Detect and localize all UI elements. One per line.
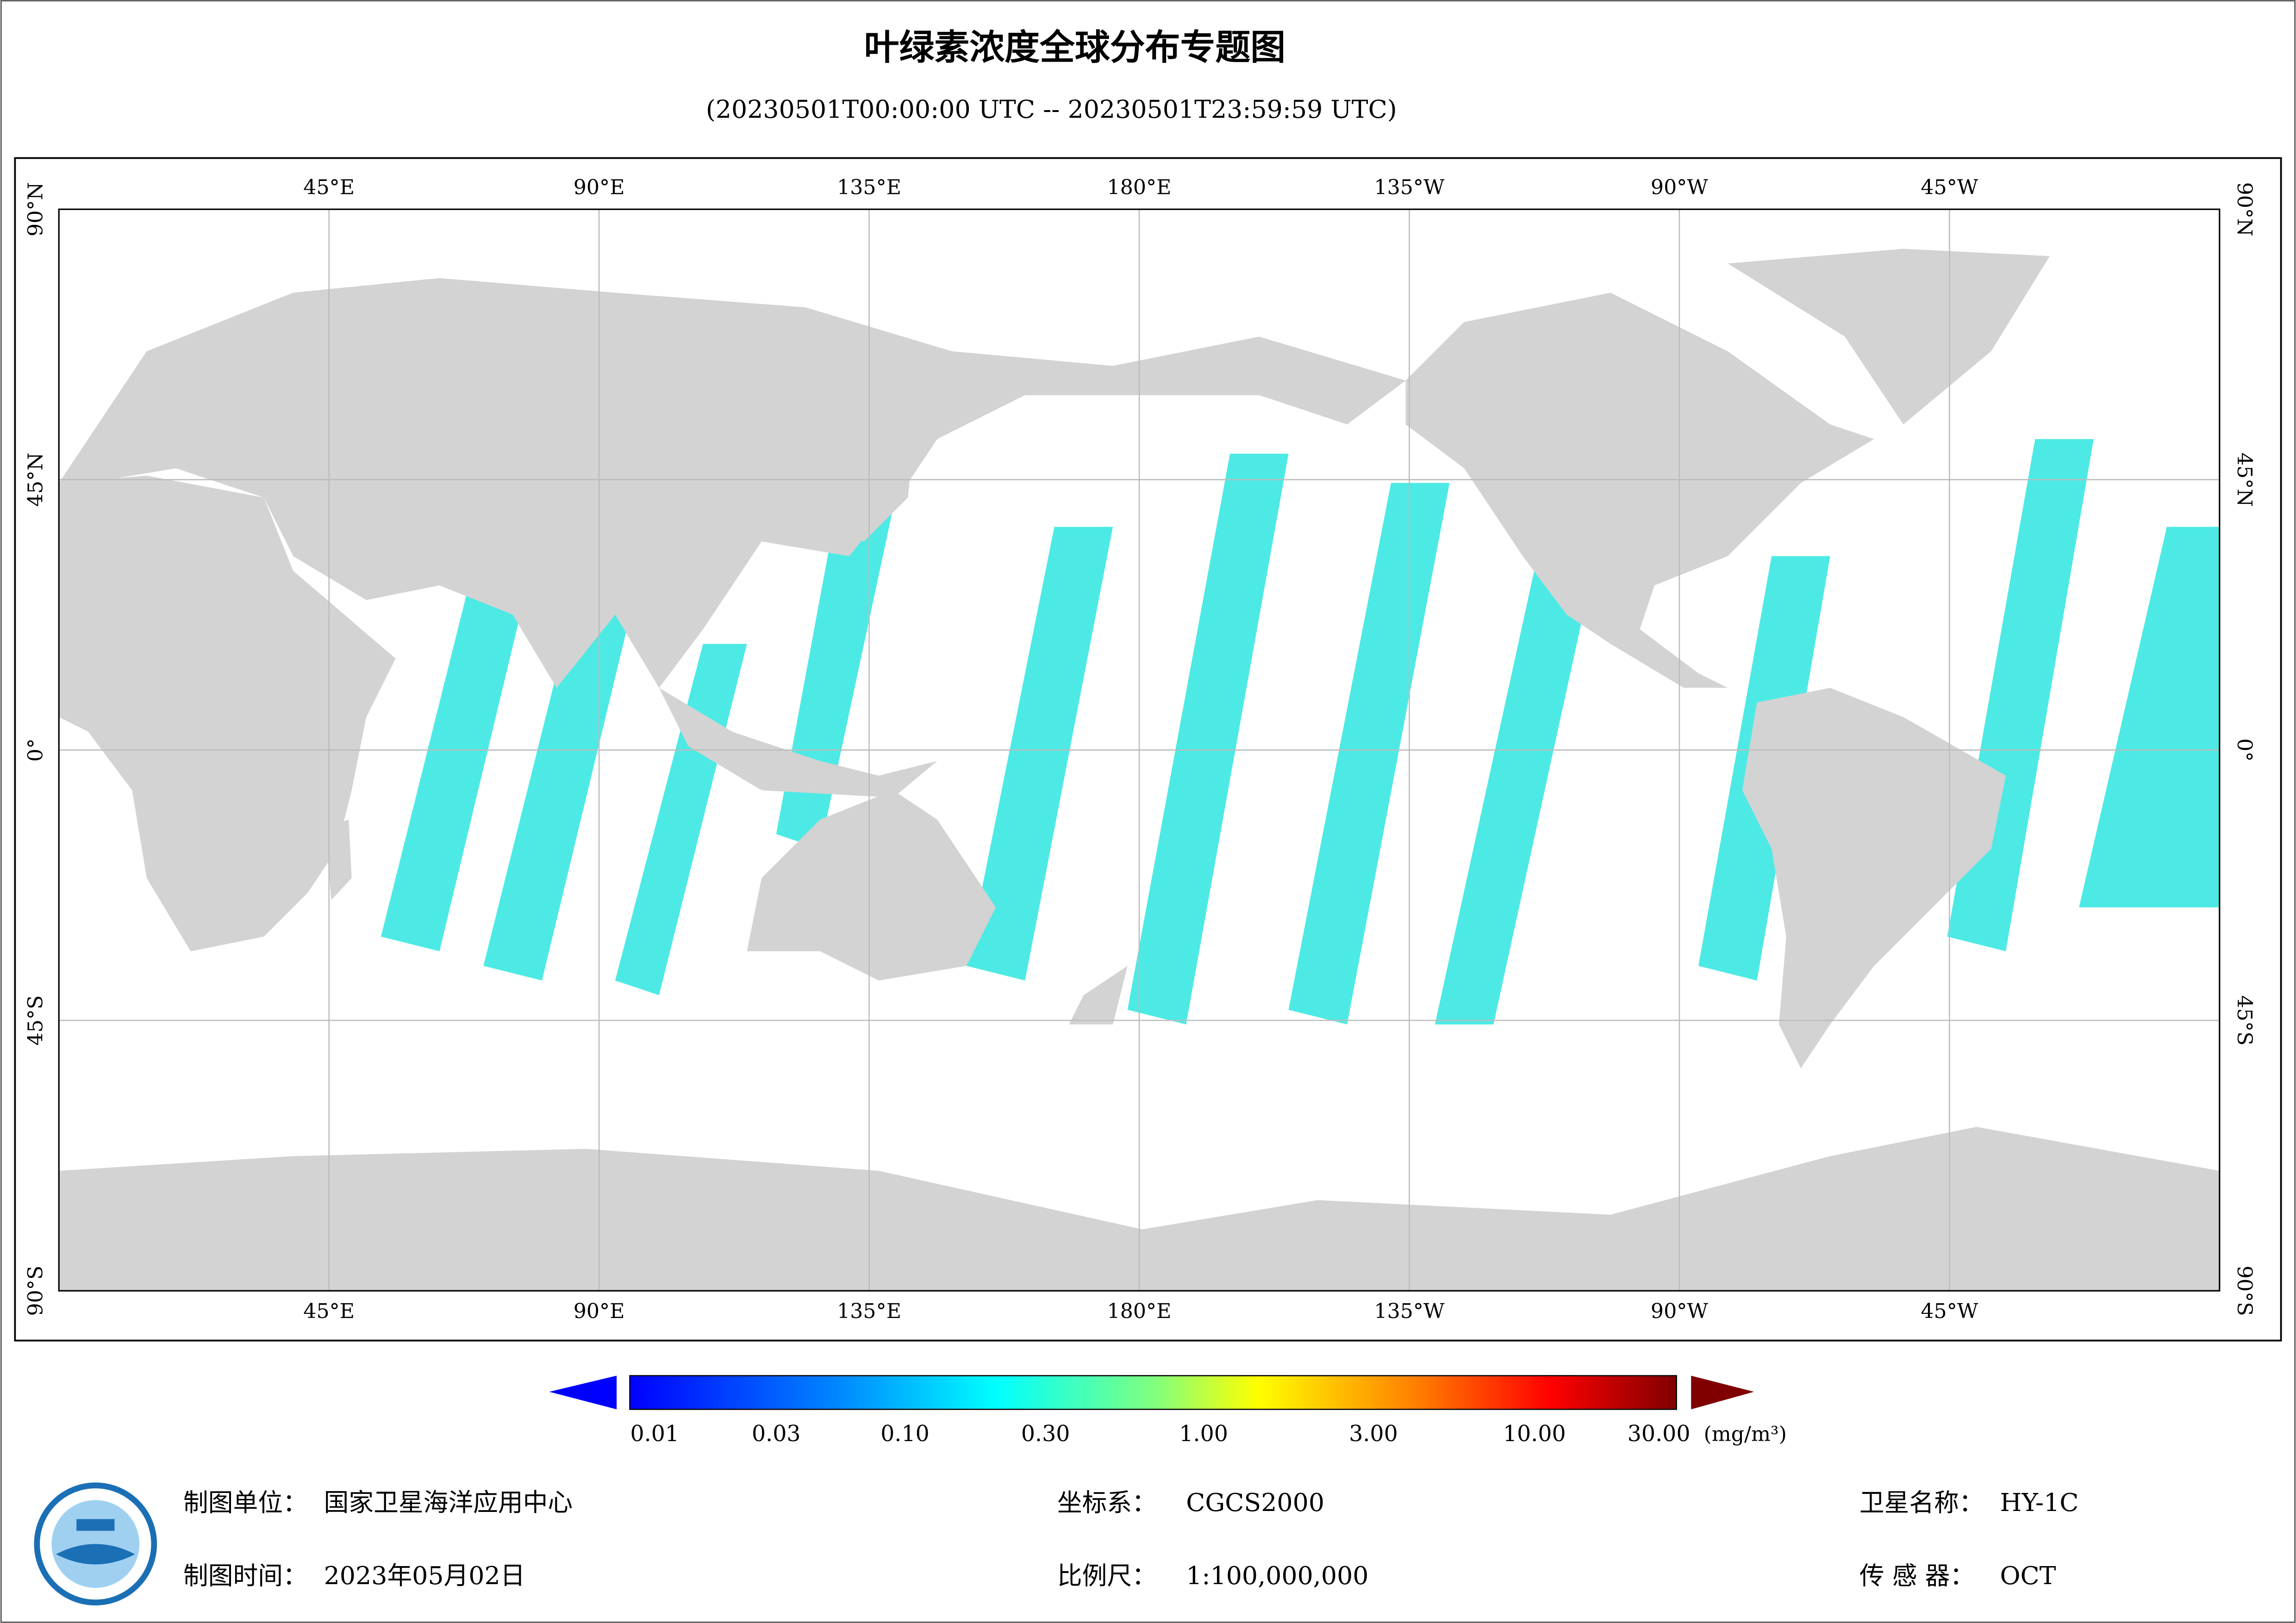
footer-label: 传 感 器： [1859, 1561, 1975, 1591]
colorbar-tick-label: 10.00 [1503, 1421, 1566, 1447]
lon-label-top: 45°E [303, 175, 355, 199]
footer-value: 1:100,000,000 [1186, 1561, 1368, 1590]
lon-label-bottom: 135°E [837, 1300, 901, 1323]
footer-value: 国家卫星海洋应用中心 [324, 1488, 573, 1517]
footer-value: OCT [2000, 1561, 2056, 1590]
footer-label: 卫星名称： [1859, 1488, 1984, 1517]
title: 叶绿素浓度全球分布专题图 [864, 27, 1286, 68]
lon-label-top: 45°W [1921, 175, 1978, 199]
lat-label-left: 45°S [24, 995, 47, 1046]
footer-value: CGCS2000 [1186, 1488, 1324, 1517]
footer-label: 坐标系： [1057, 1488, 1157, 1517]
colorbar-tick-label: 0.03 [752, 1421, 801, 1447]
footer-label: 制图时间： [183, 1561, 308, 1591]
lon-label-top: 90°W [1651, 175, 1708, 199]
colorbar-tick-label: 0.30 [1021, 1421, 1070, 1447]
lon-label-bottom: 135°W [1374, 1300, 1445, 1323]
map-labels: 45°E 45°E 90°E 90°E 135°E 135°E 180°E 180°E 135°… [24, 175, 2256, 1323]
footer-value: 2023年05月02日 [324, 1561, 525, 1590]
lon-label-bottom: 45°W [1921, 1300, 1978, 1323]
lat-label-left: 90°N [24, 182, 47, 236]
lat-label-left: 0° [24, 739, 47, 762]
map-frame [14, 157, 2282, 1342]
colorbar-high-arrow [1691, 1375, 1754, 1410]
colorbar [629, 1375, 1677, 1410]
lon-label-bottom: 45°E [303, 1300, 355, 1323]
map-area [59, 209, 2220, 1291]
colorbar-tick-label: 0.10 [880, 1421, 930, 1447]
colorbar-ticks: 0.01 0.03 0.10 0.30 1.00 3.00 10.00 30.00 [630, 1421, 1691, 1447]
colorbar-low-arrow [549, 1375, 617, 1410]
lat-label-right: 45°N [2233, 453, 2256, 507]
lon-label-top: 90°E [574, 175, 625, 199]
colorbar-tick-label: 3.00 [1349, 1421, 1398, 1447]
colorbar-unit: (mg/m³) [1703, 1423, 1786, 1446]
lon-label-top: 135°W [1374, 175, 1445, 199]
graticule [59, 209, 2220, 1291]
lat-label-left: 90°S [24, 1266, 47, 1316]
lat-label-right: 45°S [2233, 995, 2256, 1046]
lon-label-top: 135°E [837, 175, 901, 199]
logo [34, 1482, 157, 1606]
map-border [58, 208, 2221, 1292]
lat-label-right: 90°S [2233, 1266, 2256, 1316]
lon-label-bottom: 180°E [1107, 1300, 1172, 1323]
colorbar-tick-label: 30.00 [1628, 1421, 1691, 1447]
lon-label-top: 180°E [1107, 175, 1172, 199]
colorbar-tick-label: 0.01 [630, 1421, 680, 1447]
subtitle: (20230501T00:00:00 UTC -- 20230501T23:59… [706, 94, 1397, 124]
lat-label-left: 45°N [24, 453, 47, 507]
footer-label: 比例尺： [1057, 1561, 1157, 1591]
footer-value: HY-1C [2000, 1488, 2078, 1517]
footer-label: 制图单位： [183, 1488, 308, 1517]
colorbar-tick-label: 1.00 [1179, 1421, 1228, 1447]
lat-label-right: 90°N [2233, 182, 2256, 236]
lat-label-right: 0° [2233, 739, 2256, 762]
lon-label-bottom: 90°W [1651, 1300, 1708, 1323]
lon-label-bottom: 90°E [574, 1300, 625, 1323]
